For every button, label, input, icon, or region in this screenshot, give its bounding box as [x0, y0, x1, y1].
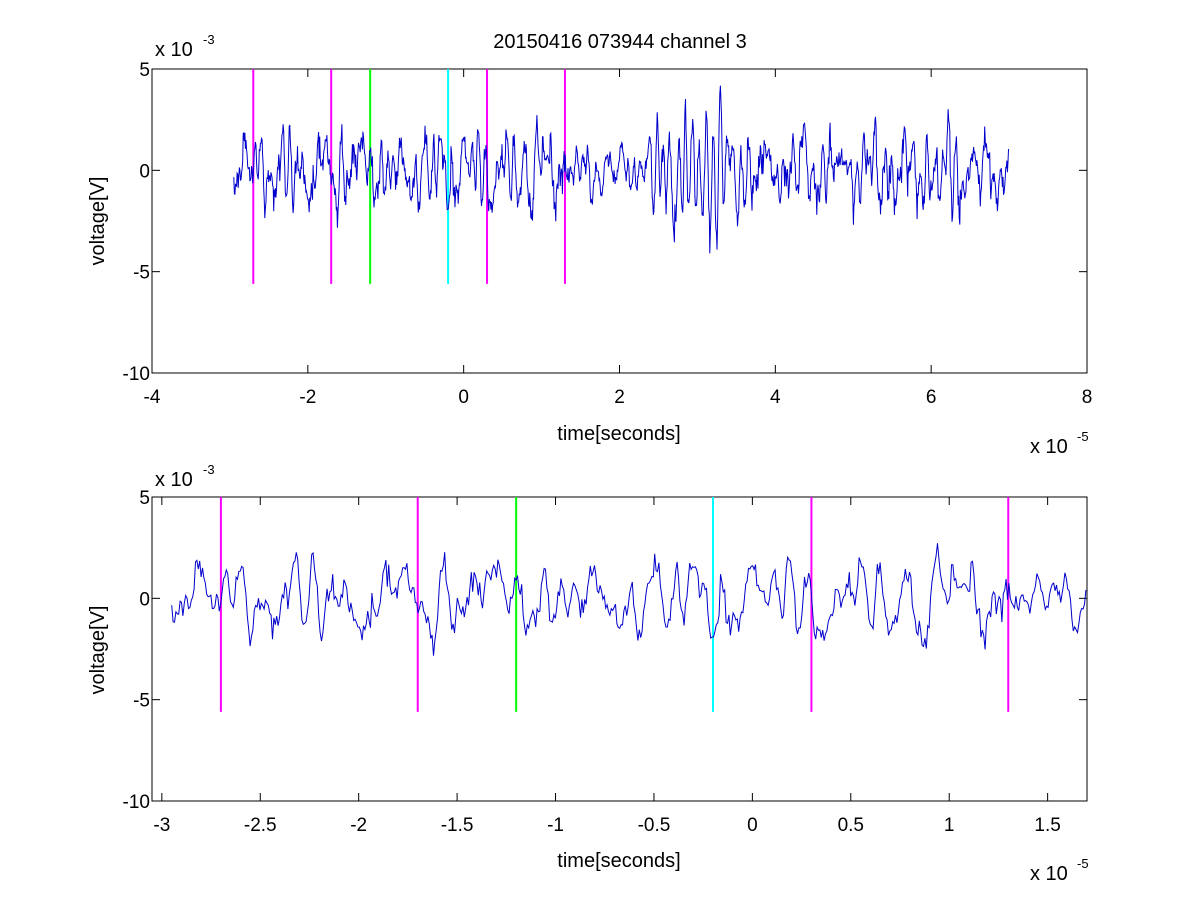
plot-bottom-markers	[219, 497, 1010, 712]
plot-top-xtick-label: 8	[1082, 387, 1093, 408]
plot-bottom-ytick-label: 0	[139, 589, 150, 610]
plot-top: -4 -2 0 2 4 6 8 -10 -5 0 5 time[seconds] voltage[V…	[87, 32, 1092, 458]
plot-bottom-xtick-label: -2	[350, 815, 367, 836]
plot-bottom-ytick-label: -10	[123, 792, 150, 813]
plot-top-xtick-label: -2	[299, 387, 316, 408]
plot-bottom-xtick-label: 1.5	[1034, 815, 1060, 836]
plot-top-ytick-label: 5	[139, 60, 150, 81]
plot-bottom-xtick-label: -0.5	[638, 815, 671, 836]
plot-top-ytick-label: 0	[139, 161, 150, 182]
plot-top-x-multiplier-exp: -5	[1077, 429, 1089, 444]
plot-top-trace	[233, 85, 1010, 254]
plot-bottom-xtick-label: -1.5	[441, 815, 474, 836]
plot-bottom-y-multiplier-exp: -3	[203, 462, 215, 477]
plot-bottom-x-multiplier-base: x 10	[1030, 863, 1068, 885]
plot-top-y-multiplier: x 10 -3	[155, 32, 215, 61]
plot-top-y-multiplier-exp: -3	[203, 32, 215, 47]
plot-top-ytick-label: -10	[123, 364, 150, 385]
plot-bottom-xlabel: time[seconds]	[557, 850, 680, 872]
plot-top-x-multiplier-base: x 10	[1030, 436, 1068, 458]
plot-top-markers	[252, 69, 566, 284]
plot-bottom-x-multiplier: x 10 -5	[1030, 856, 1089, 885]
plot-bottom-xtick-label: -1	[547, 815, 564, 836]
plot-top-ytick-label: -5	[133, 263, 150, 284]
plot-bottom-xtick-label: -3	[153, 815, 170, 836]
plot-bottom-ytick-label: -5	[133, 691, 150, 712]
plot-top-xlabel: time[seconds]	[557, 423, 680, 445]
plot-bottom-box	[151, 496, 1088, 802]
figure-title: 20150416 073944 channel 3	[493, 31, 747, 53]
plot-bottom-ytick-label: 5	[139, 488, 150, 509]
plot-bottom-xtick-label: -2.5	[244, 815, 277, 836]
plot-bottom-xtick-label: 0.5	[838, 815, 864, 836]
plot-top-xtick-label: 0	[458, 387, 469, 408]
plot-top-xtick-label: 6	[926, 387, 937, 408]
plot-bottom-ylabel: voltage[V]	[87, 606, 109, 695]
plot-top-ticks: -4 -2 0 2 4 6 8 -10 -5 0 5	[123, 60, 1093, 408]
plot-bottom-ticks: -3 -2.5 -2 -1.5 -1 -0.5 0 0.5 1 1.5 -10 -5 0 5	[123, 488, 1087, 836]
plot-bottom-x-multiplier-exp: -5	[1077, 856, 1089, 871]
plot-top-xtick-label: 4	[770, 387, 781, 408]
plot-top-x-multiplier: x 10 -5	[1030, 429, 1089, 458]
plot-bottom-y-multiplier: x 10 -3	[155, 462, 215, 491]
plot-bottom-y-multiplier-base: x 10	[155, 469, 193, 491]
plot-top-y-multiplier-base: x 10	[155, 39, 193, 61]
plot-bottom: -3 -2.5 -2 -1.5 -1 -0.5 0 0.5 1 1.5 -10 -5 0 5 time[s…	[87, 462, 1089, 885]
plot-top-xtick-label: -4	[144, 387, 161, 408]
plot-top-xtick-label: 2	[614, 387, 625, 408]
plot-top-ylabel: voltage[V]	[87, 177, 109, 266]
plot-bottom-xtick-label: 0	[747, 815, 758, 836]
plot-bottom-xtick-label: 1	[944, 815, 955, 836]
plot-bottom-trace	[171, 543, 1087, 656]
